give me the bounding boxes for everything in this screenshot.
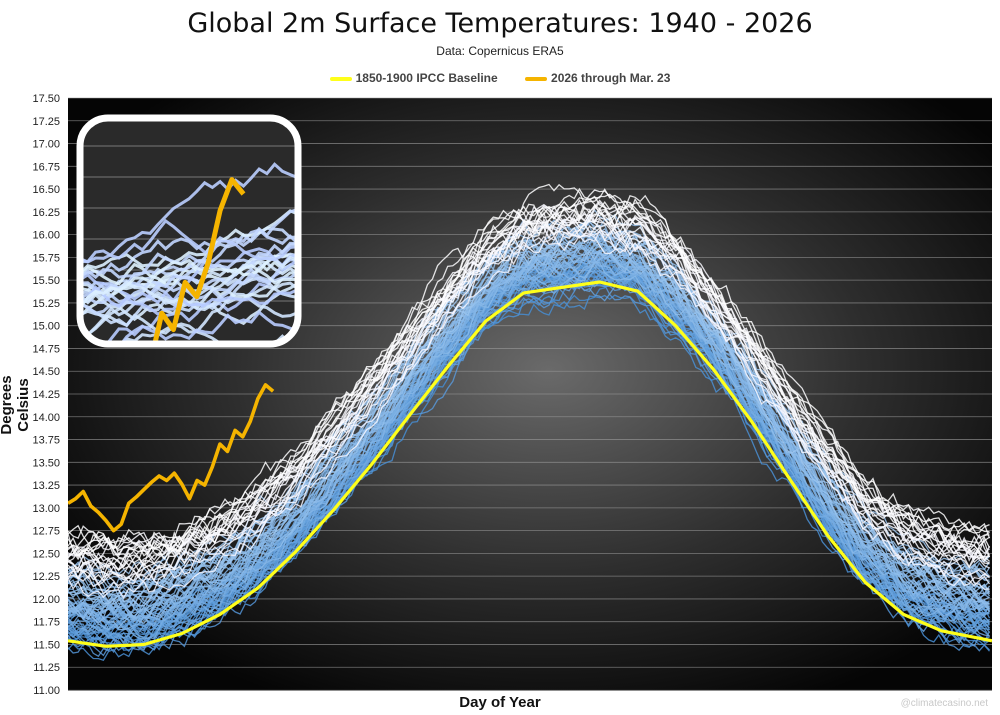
y-tick-label: 11.50 xyxy=(33,639,60,651)
y-tick-label: 11.75 xyxy=(33,617,60,629)
historical-year-line xyxy=(68,274,990,644)
inset-content xyxy=(80,145,298,344)
legend: 1850-1900 IPCC Baseline 2026 through Mar… xyxy=(0,71,1000,85)
inset-historical-line xyxy=(80,253,298,286)
legend-label-baseline: 1850-1900 IPCC Baseline xyxy=(355,71,498,85)
legend-entry-2026: 2026 through Mar. 23 xyxy=(525,71,670,85)
y-tick-label: 17.50 xyxy=(32,93,60,105)
zoom-inset xyxy=(76,114,302,348)
legend-swatch-baseline xyxy=(329,76,352,81)
historical-year-line xyxy=(68,220,991,607)
inset-historical-line xyxy=(80,259,298,344)
inset-historical-line xyxy=(80,162,298,264)
historical-year-line xyxy=(68,189,990,558)
y-tick-label: 15.75 xyxy=(32,252,60,264)
y-tick-label: 13.25 xyxy=(32,480,60,492)
y-tick-label: 13.50 xyxy=(32,457,60,469)
y-tick-label: 12.25 xyxy=(32,571,60,583)
inset-series-2026-line xyxy=(125,177,246,344)
inset-historical-line xyxy=(80,285,298,317)
y-tick-label: 15.00 xyxy=(32,321,60,333)
y-tick-label: 12.50 xyxy=(32,548,60,560)
historical-year-line xyxy=(68,204,991,580)
inset-historical-line xyxy=(80,207,298,280)
y-tick-label: 14.50 xyxy=(32,366,60,378)
y-tick-label: 16.00 xyxy=(32,230,60,242)
legend-label-2026: 2026 through Mar. 23 xyxy=(551,71,671,85)
y-tick-label: 14.25 xyxy=(32,389,60,401)
historical-year-line xyxy=(68,187,990,560)
y-axis-label: Degrees Celsius xyxy=(0,375,32,435)
inset-historical-line xyxy=(80,310,298,344)
historical-year-line xyxy=(68,195,991,557)
y-tick-label: 11.25 xyxy=(33,662,60,674)
y-tick-label: 11.00 xyxy=(33,685,60,697)
highlighted-series xyxy=(68,280,992,648)
historical-year-line xyxy=(68,245,990,613)
historical-year-line xyxy=(68,238,990,605)
historical-year-line xyxy=(68,218,990,590)
watermark: @climatecasino.net xyxy=(900,698,988,709)
inset-historical-line xyxy=(80,292,298,344)
y-tick-label: 16.75 xyxy=(32,161,60,173)
y-tick-label: 17.25 xyxy=(32,116,60,128)
x-axis-label: Day of Year xyxy=(459,694,541,711)
legend-swatch-2026 xyxy=(525,76,548,81)
historical-year-line xyxy=(68,211,990,571)
y-tick-label: 12.00 xyxy=(32,594,60,606)
historical-year-line xyxy=(68,252,990,640)
baseline-series-line xyxy=(68,280,992,648)
chart-subtitle: Data: Copernicus ERA5 xyxy=(436,44,564,58)
historical-year-series xyxy=(68,183,991,661)
historical-year-line xyxy=(68,206,990,567)
y-tick-label: 15.25 xyxy=(32,298,60,310)
historical-year-line xyxy=(68,238,991,625)
inset-historical-line xyxy=(80,258,298,309)
y-tick-labels: 17.50 17.25 17.00 16.75 16.50 16.25 16.00 15.75… xyxy=(32,93,60,697)
y-tick-label: 12.75 xyxy=(32,526,60,538)
y-tick-label: 16.25 xyxy=(32,207,60,219)
y-tick-label: 13.75 xyxy=(32,435,60,447)
chart-title: Global 2m Surface Temperatures: 1940 - 2… xyxy=(187,8,813,39)
y-tick-label: 15.50 xyxy=(32,275,60,287)
historical-year-line xyxy=(68,232,990,595)
inset-frame xyxy=(76,114,302,348)
series-2026-line xyxy=(68,383,275,533)
y-tick-label: 13.00 xyxy=(32,503,60,515)
y-tick-label: 16.50 xyxy=(32,184,60,196)
y-tick-label: 14.00 xyxy=(32,412,60,424)
historical-year-line xyxy=(68,231,991,605)
inset-historical-line xyxy=(80,267,298,306)
legend-entry-baseline: 1850-1900 IPCC Baseline xyxy=(329,71,498,85)
y-tick-label: 14.75 xyxy=(32,343,60,355)
y-tick-label: 17.00 xyxy=(32,139,60,151)
inset-historical-line xyxy=(80,218,298,264)
